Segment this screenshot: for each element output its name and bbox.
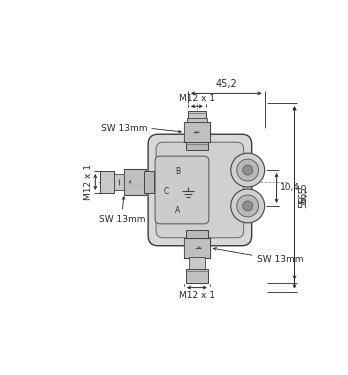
Text: SW 13mm: SW 13mm xyxy=(101,124,147,133)
FancyBboxPatch shape xyxy=(156,142,244,238)
Text: 10,4: 10,4 xyxy=(279,183,299,192)
FancyBboxPatch shape xyxy=(148,134,252,246)
Bar xyxy=(187,118,207,122)
Bar xyxy=(100,171,114,193)
Circle shape xyxy=(243,165,253,175)
FancyBboxPatch shape xyxy=(155,156,209,224)
Bar xyxy=(186,268,208,283)
Circle shape xyxy=(237,195,259,217)
Text: SW 13mm: SW 13mm xyxy=(257,255,303,264)
Bar xyxy=(189,257,205,270)
Text: A: A xyxy=(175,206,181,215)
Bar xyxy=(186,142,208,150)
Circle shape xyxy=(243,201,253,211)
Bar xyxy=(114,174,124,190)
Bar xyxy=(184,122,210,142)
Text: 56,5: 56,5 xyxy=(299,182,308,204)
Circle shape xyxy=(237,159,259,181)
Text: 56,5: 56,5 xyxy=(299,187,308,209)
Text: M12 x 1: M12 x 1 xyxy=(179,291,215,300)
Bar xyxy=(184,238,210,258)
Bar xyxy=(144,171,154,193)
Bar xyxy=(124,169,146,195)
Text: M12 x 1: M12 x 1 xyxy=(84,164,93,200)
Text: B: B xyxy=(175,166,181,176)
Circle shape xyxy=(231,153,264,187)
Bar xyxy=(186,230,208,238)
Text: M12 x 1: M12 x 1 xyxy=(179,94,215,104)
Text: C: C xyxy=(164,188,169,196)
Circle shape xyxy=(231,189,264,223)
Text: 45,2: 45,2 xyxy=(215,80,237,89)
Bar xyxy=(188,111,206,120)
Text: SW 13mm: SW 13mm xyxy=(99,215,145,224)
